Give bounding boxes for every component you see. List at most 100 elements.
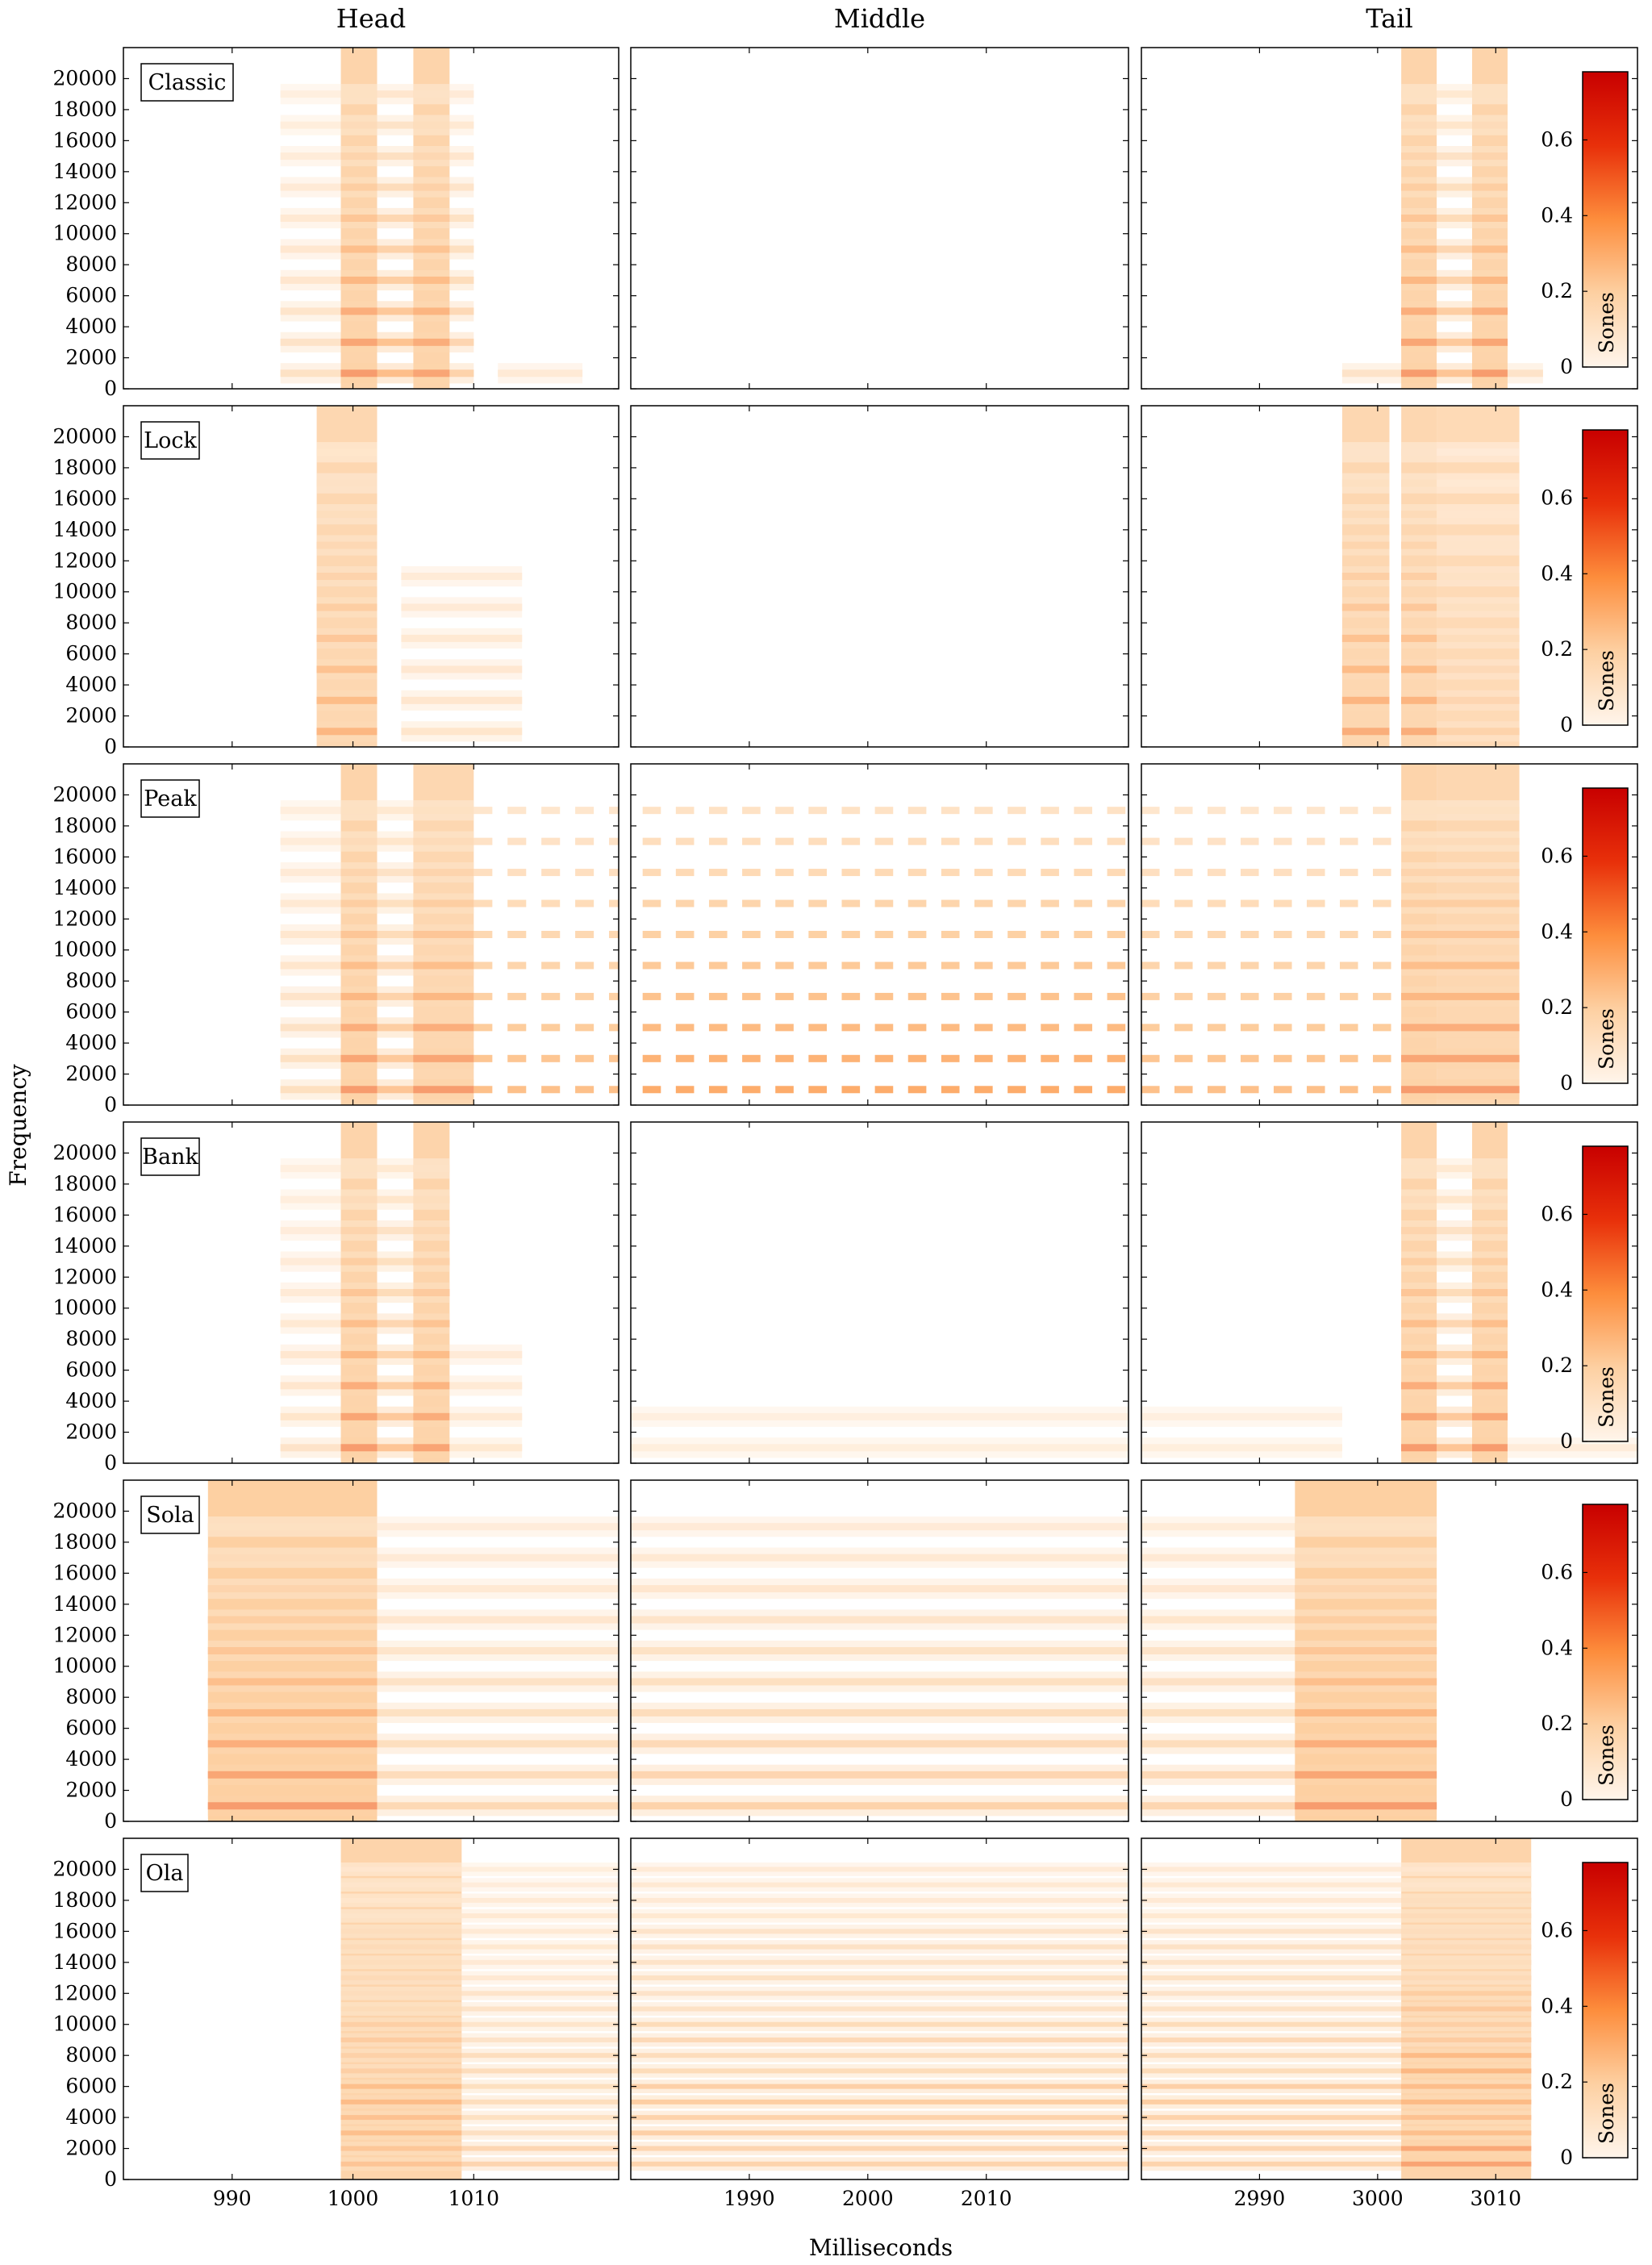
colorbar-label: Sones [1595, 1008, 1618, 1070]
harmonic-halo [316, 535, 378, 556]
harmonic-halo [377, 1406, 414, 1427]
harmonic-halo [1341, 721, 1390, 742]
harmonic-band [1373, 807, 1391, 815]
harmonic-halo [377, 269, 414, 291]
harmonic-halo [316, 565, 378, 587]
harmonic-halo [449, 84, 474, 105]
colorbar-label: Sones [1595, 2083, 1618, 2144]
harmonic-halo [1401, 207, 1437, 229]
harmonic-band [1174, 1054, 1193, 1062]
harmonic-halo [1472, 1406, 1508, 1427]
harmonic-halo [340, 2064, 462, 2078]
harmonic-halo [1401, 893, 1437, 914]
panel-frame [630, 47, 1129, 390]
harmonic-halo [340, 84, 378, 105]
harmonic-halo [340, 1437, 378, 1458]
harmonic-band [907, 1024, 927, 1032]
harmonic-halo [316, 442, 378, 463]
panel-sola-head: 0 2000 4000 6000 8000 10000 12000 14000 16000 180… [52, 1479, 620, 1833]
y-tick-label: 0 [104, 1809, 117, 1833]
harmonic-halo [377, 1048, 414, 1069]
colorbar-tick-label: 0.2 [1541, 279, 1573, 302]
harmonic-band [974, 1054, 993, 1062]
harmonic-band [1241, 899, 1259, 907]
harmonic-band [473, 1086, 493, 1094]
harmonic-band [473, 961, 493, 970]
harmonic-halo [1401, 2095, 1532, 2109]
harmonic-band [1007, 1024, 1026, 1032]
energy-block [1437, 1158, 1472, 1458]
harmonic-halo [413, 1189, 450, 1210]
harmonic-halo [1401, 690, 1437, 711]
harmonic-halo [413, 301, 450, 322]
harmonic-halo [1141, 1547, 1295, 1568]
harmonic-band [507, 931, 527, 938]
harmonic-band [1074, 1024, 1093, 1032]
harmonic-halo [340, 332, 378, 352]
y-tick-label: 16000 [52, 1561, 117, 1584]
harmonic-halo [1437, 597, 1520, 618]
energy-block [377, 1516, 619, 1817]
harmonic-halo [413, 332, 450, 352]
harmonic-band [775, 837, 794, 845]
harmonic-band [742, 961, 761, 970]
harmonic-halo [1141, 2048, 1402, 2063]
harmonic-band [1007, 992, 1026, 1000]
harmonic-halo [340, 2157, 462, 2171]
y-tick-label: 6000 [65, 284, 117, 307]
harmonic-halo [1401, 239, 1437, 260]
harmonic-halo [1437, 177, 1472, 198]
harmonic-halo [631, 1862, 1128, 1876]
panel-frame [1141, 1837, 1638, 2180]
harmonic-band [507, 837, 527, 845]
harmonic-band [941, 869, 960, 877]
harmonic-band [1041, 1024, 1059, 1032]
harmonic-band [808, 931, 827, 938]
energy-block [631, 1406, 1128, 1458]
harmonic-halo [1437, 1079, 1520, 1100]
harmonic-halo [340, 893, 378, 914]
harmonic-band [708, 1086, 728, 1094]
harmonic-band [473, 837, 493, 845]
harmonic-halo [631, 2095, 1128, 2109]
harmonic-band [874, 1024, 894, 1032]
y-axis-label: Frequency [5, 1064, 31, 1187]
harmonic-halo [1437, 84, 1472, 105]
harmonic-halo [413, 1313, 450, 1334]
harmonic-halo [1295, 1578, 1437, 1600]
row-label-text: Peak [144, 786, 197, 811]
harmonic-halo [340, 924, 378, 945]
harmonic-band [541, 1054, 561, 1062]
harmonic-halo [340, 145, 378, 167]
panel-lock-tail: 0 0.2 0.4 0.6 Sones [1141, 405, 1638, 748]
harmonic-band [907, 837, 927, 845]
y-tick-label: 20000 [52, 424, 117, 448]
y-tick-label: 20000 [52, 1857, 117, 1880]
colorbar-tick-label: 0.2 [1541, 1354, 1573, 1377]
harmonic-halo [207, 1578, 378, 1600]
harmonic-halo [413, 831, 474, 852]
harmonic-halo [1472, 269, 1508, 291]
harmonic-halo [340, 1908, 462, 1923]
energy-block [642, 807, 1126, 1094]
harmonic-band [541, 869, 561, 877]
colorbar: 0 0.2 0.4 0.6 Sones [1541, 1145, 1629, 1453]
harmonic-halo [280, 1048, 341, 1069]
harmonic-band [1141, 807, 1160, 815]
harmonic-band [507, 869, 527, 877]
harmonic-band [808, 1054, 827, 1062]
harmonic-band [473, 931, 493, 938]
harmonic-halo [413, 893, 474, 914]
harmonic-band [974, 807, 993, 815]
harmonic-band [1274, 992, 1292, 1000]
harmonic-halo [1472, 1220, 1508, 1241]
harmonic-band [642, 807, 661, 815]
energy-block [473, 807, 619, 1094]
harmonic-halo [340, 1220, 378, 1241]
harmonic-band [1174, 1086, 1193, 1094]
harmonic-halo [280, 1437, 341, 1458]
harmonic-halo [377, 986, 414, 1007]
harmonic-halo [1472, 332, 1508, 352]
harmonic-halo [461, 2110, 619, 2125]
harmonic-halo [377, 1220, 414, 1241]
